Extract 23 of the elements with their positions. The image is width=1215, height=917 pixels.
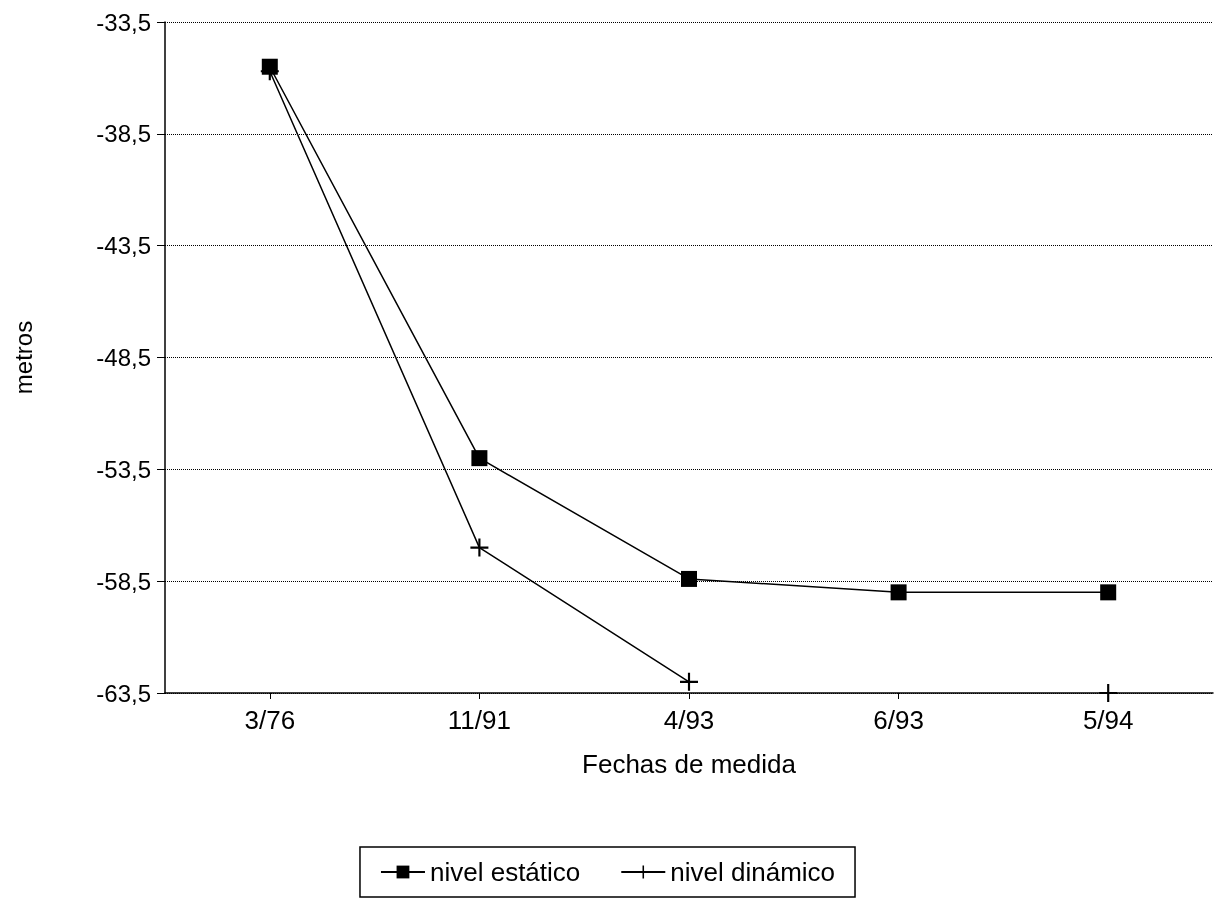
y-tick-label: -53,5 [96, 455, 151, 483]
point [470, 538, 489, 557]
legend-label: nivel dinámico [670, 857, 836, 887]
y-tick-label: -43,5 [96, 232, 151, 260]
x-tick-label: 6/93 [873, 705, 924, 735]
x-axis-title: Fechas de medida [582, 749, 797, 779]
legend-label: nivel estático [429, 857, 581, 887]
y-tick-label: -63,5 [96, 679, 151, 707]
y-tick-label: -58,5 [96, 567, 151, 595]
x-tick-label: 5/94 [1082, 705, 1134, 735]
x-tick-label: 11/91 [447, 705, 511, 735]
point [1100, 584, 1117, 601]
y-tick-label: -33,5 [96, 8, 151, 36]
x-tick-label: 4/93 [663, 705, 715, 735]
point [1099, 684, 1118, 702]
x-tick-label: 3/76 [244, 705, 296, 735]
y-tick-label: -48,5 [96, 344, 151, 371]
point [681, 570, 697, 587]
point [471, 450, 488, 467]
point [680, 672, 698, 691]
y-axis-title: metros [9, 320, 37, 395]
point [890, 584, 907, 601]
y-tick-label: -38,5 [96, 120, 151, 148]
